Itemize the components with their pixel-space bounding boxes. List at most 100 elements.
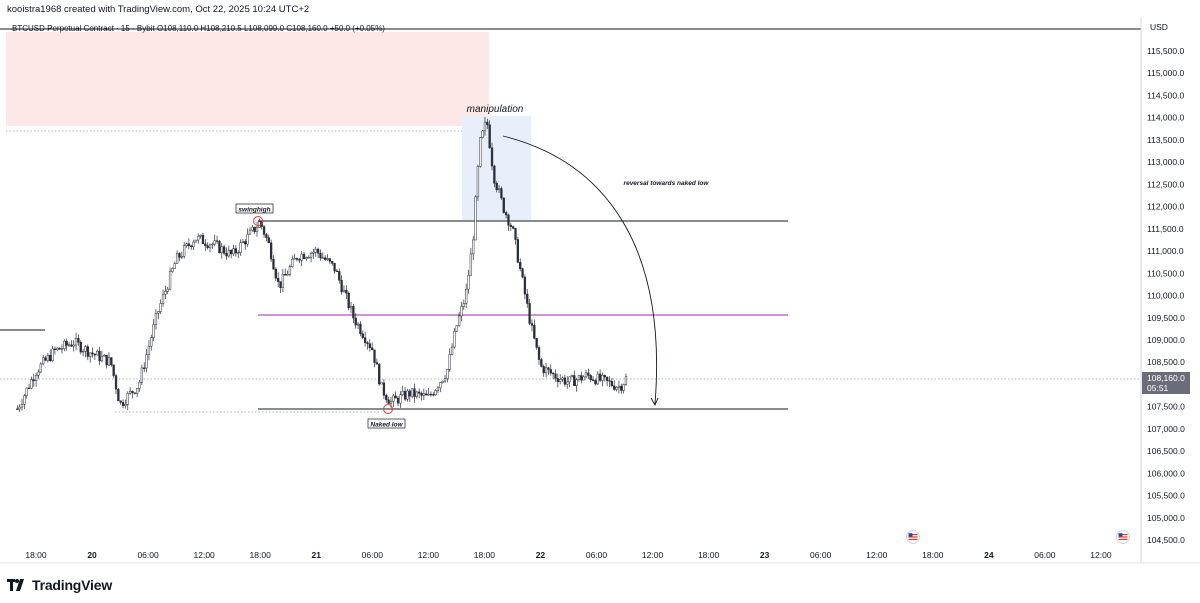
candle-body bbox=[124, 404, 127, 406]
candle-body bbox=[173, 263, 176, 269]
chart-frame[interactable]: manipulation swinghigh Naked low reversa… bbox=[0, 18, 1200, 573]
candle-body bbox=[591, 379, 595, 381]
candle-body bbox=[387, 399, 390, 404]
candle-body bbox=[563, 377, 567, 385]
candle-body bbox=[272, 258, 275, 270]
time-tick-label: 06:00 bbox=[137, 550, 159, 560]
candle-body bbox=[493, 165, 496, 184]
candle-body bbox=[363, 337, 367, 343]
time-tick-label: 06:00 bbox=[362, 550, 384, 560]
candle-body bbox=[187, 243, 191, 246]
time-tick-label: 06:00 bbox=[1034, 550, 1056, 560]
candle-body bbox=[361, 333, 364, 338]
swinghigh-label-box[interactable] bbox=[235, 203, 274, 214]
candle-body bbox=[96, 350, 99, 356]
candle-body bbox=[521, 268, 524, 278]
candle-body bbox=[573, 375, 576, 386]
candle-body bbox=[441, 380, 444, 383]
candle-body bbox=[415, 391, 418, 397]
time-tick-label: 12:00 bbox=[1090, 550, 1112, 560]
candle-body bbox=[133, 392, 136, 394]
time-axis[interactable]: 18:00 20 06:00 12:00 18:00 21 06:00 12:00 18:00 2… bbox=[25, 550, 1111, 560]
candle-body bbox=[267, 237, 270, 243]
candle-body bbox=[385, 395, 388, 401]
candle-body bbox=[112, 364, 115, 376]
candle-body bbox=[434, 390, 437, 396]
reversal-arrowhead bbox=[650, 397, 659, 407]
candle-body bbox=[425, 393, 428, 396]
manipulation-label[interactable]: manipulation bbox=[467, 104, 524, 115]
candle-body bbox=[307, 257, 310, 259]
reversal-arrow[interactable] bbox=[502, 135, 657, 405]
candle-body bbox=[427, 393, 430, 396]
candle-body bbox=[314, 248, 317, 253]
candle-body bbox=[450, 346, 454, 355]
candle-body bbox=[246, 233, 249, 245]
price-axis[interactable]: 115,500.0 115,000.0 114,500.0 114,000.0 113,… bbox=[1147, 46, 1185, 545]
candle-body bbox=[117, 388, 120, 402]
manipulation-box[interactable] bbox=[462, 116, 531, 220]
naked-low-marker[interactable] bbox=[383, 404, 393, 414]
candle-body bbox=[432, 394, 435, 396]
candle-body bbox=[549, 369, 552, 374]
candle-body bbox=[465, 288, 468, 304]
candle-body bbox=[474, 196, 477, 241]
candle-body bbox=[490, 147, 494, 167]
candle-body bbox=[20, 403, 24, 408]
swinghigh-marker[interactable] bbox=[253, 216, 263, 226]
candle-body bbox=[554, 373, 557, 379]
candle-body bbox=[140, 367, 144, 383]
time-tick-label: 12:00 bbox=[642, 550, 664, 560]
supply-zone[interactable] bbox=[6, 32, 489, 126]
time-tick-label: 20 bbox=[87, 550, 97, 560]
candle-body bbox=[84, 346, 87, 352]
candle-body bbox=[455, 325, 458, 332]
time-tick-label: 12:00 bbox=[418, 550, 440, 560]
tradingview-logo[interactable]: TradingView bbox=[7, 575, 112, 595]
candle-body bbox=[462, 303, 465, 307]
candle-body bbox=[262, 226, 266, 235]
time-tick-label: 18:00 bbox=[922, 550, 944, 560]
naked-low-label-box[interactable] bbox=[367, 418, 406, 429]
candle-body bbox=[598, 373, 602, 381]
candle-body bbox=[500, 188, 503, 199]
candle-body bbox=[333, 263, 336, 272]
candle-body bbox=[394, 395, 397, 399]
price-chart[interactable]: manipulation swinghigh Naked low reversa… bbox=[0, 18, 1200, 573]
candle-body bbox=[422, 393, 426, 396]
candle-body bbox=[152, 324, 155, 339]
candle-body bbox=[234, 248, 238, 254]
candle-body bbox=[378, 363, 381, 385]
candle-body bbox=[537, 347, 541, 360]
candle-body bbox=[504, 212, 508, 216]
last-price-tag[interactable] bbox=[1142, 372, 1190, 394]
candle-body bbox=[81, 351, 85, 353]
candle-body bbox=[486, 121, 489, 126]
candle-body bbox=[302, 253, 306, 259]
candle-body bbox=[601, 375, 604, 381]
candle-body bbox=[201, 234, 205, 245]
candle-body bbox=[93, 353, 97, 356]
symbol-legend[interactable]: BTCUSD Perpetual Contract · 15 · Bybit O… bbox=[12, 24, 385, 33]
candle-body bbox=[544, 367, 548, 374]
candle-body bbox=[312, 251, 315, 254]
price-tick-label: 108,500.0 bbox=[1147, 357, 1185, 367]
candle-body bbox=[615, 387, 618, 390]
candle-body bbox=[594, 380, 597, 385]
candle-body bbox=[293, 258, 296, 260]
currency-label: USD bbox=[1150, 22, 1168, 32]
candle-body bbox=[528, 303, 531, 324]
candle-body bbox=[248, 229, 252, 235]
candle-body bbox=[570, 375, 574, 378]
time-tick-label: 18:00 bbox=[698, 550, 720, 560]
candle-body bbox=[183, 245, 186, 257]
candle-body bbox=[519, 262, 522, 269]
time-tick-label: 18:00 bbox=[250, 550, 272, 560]
us-flag-event-icon[interactable] bbox=[906, 530, 920, 544]
us-flag-event-icon[interactable] bbox=[1116, 530, 1130, 544]
candle-body bbox=[410, 388, 414, 397]
price-tick-label: 107,500.0 bbox=[1147, 402, 1185, 412]
candle-body bbox=[34, 375, 38, 382]
reversal-label[interactable]: reversal towards naked low bbox=[624, 180, 710, 187]
candle-body bbox=[551, 372, 555, 375]
